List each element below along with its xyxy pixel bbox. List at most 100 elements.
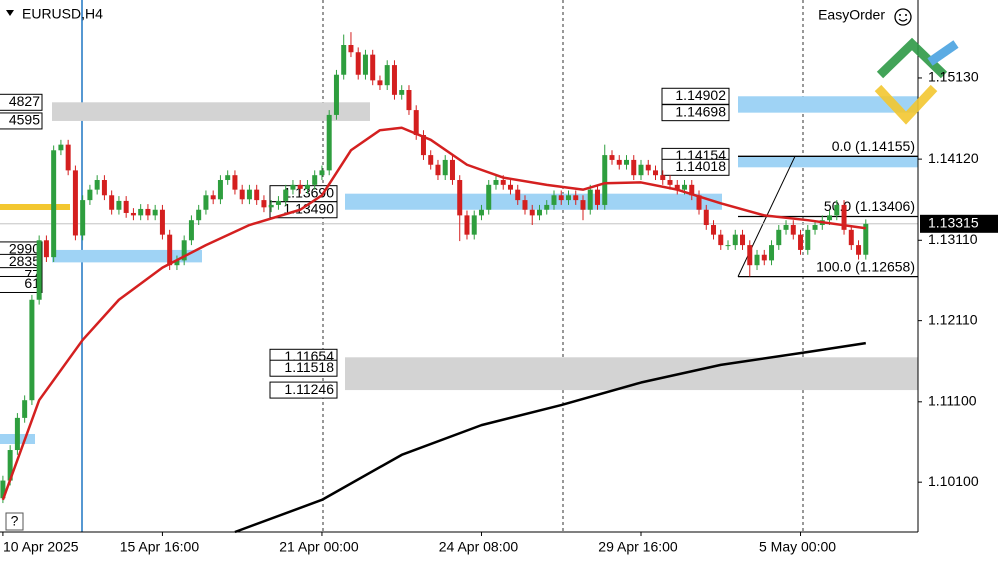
candle-body xyxy=(87,189,93,201)
symbol-label: EURUSD,H4 xyxy=(22,6,103,22)
candle-body xyxy=(624,159,630,165)
candle-body xyxy=(80,200,86,236)
zone-label: 1.14018 xyxy=(675,158,726,174)
moving-average xyxy=(1,126,866,501)
current-price-tag xyxy=(920,214,998,233)
candle-body xyxy=(203,195,209,210)
candle-body xyxy=(145,208,151,216)
candle-body xyxy=(348,45,354,53)
y-tick-label: 1.13110 xyxy=(928,231,978,247)
candle-body xyxy=(152,209,158,216)
help-button[interactable] xyxy=(5,512,24,531)
zone-label-box xyxy=(0,93,43,111)
candle-body xyxy=(493,180,499,185)
candle-body xyxy=(805,229,811,250)
candle-body xyxy=(747,245,753,266)
y-tick-label: 1.11100 xyxy=(928,393,977,409)
candle-body xyxy=(362,54,368,75)
zone-label: 4595 xyxy=(9,112,40,128)
x-tick-label: 15 Apr 16:00 xyxy=(120,539,200,555)
zone-label-box xyxy=(269,381,338,399)
candle-body xyxy=(101,180,107,196)
candle-body xyxy=(529,209,535,216)
fib-label: 100.0 (1.12658) xyxy=(816,258,915,274)
candle-body xyxy=(667,180,673,185)
help-label[interactable]: ? xyxy=(11,513,19,529)
candle-body xyxy=(711,225,717,235)
candle-body xyxy=(254,189,260,201)
candle-body xyxy=(283,189,289,201)
candle-body xyxy=(500,180,506,185)
easyorder-label[interactable]: EasyOrder xyxy=(818,7,885,23)
candle-body xyxy=(674,184,680,190)
zone xyxy=(345,193,722,210)
candle-body xyxy=(435,164,441,176)
candle-body xyxy=(827,215,833,221)
zone-label: 1.11246 xyxy=(284,381,334,397)
candle-body xyxy=(863,223,869,255)
candle-body xyxy=(449,159,455,181)
candle-body xyxy=(616,159,622,165)
candle-body xyxy=(834,204,840,216)
candle-body xyxy=(536,209,542,216)
zone xyxy=(52,249,202,263)
candle-body xyxy=(384,65,390,86)
candle-body xyxy=(740,234,746,246)
candle-body xyxy=(761,254,767,261)
candle-body xyxy=(594,189,600,205)
candle-body xyxy=(181,240,187,261)
candle-body xyxy=(225,175,231,181)
menu-arrow[interactable] xyxy=(6,10,14,16)
candle-body xyxy=(689,184,695,196)
candle-body xyxy=(486,184,492,210)
candle-body xyxy=(326,114,332,171)
candle-body xyxy=(609,155,615,160)
candle-body xyxy=(442,159,448,176)
candle-body xyxy=(428,155,434,165)
candle-body xyxy=(159,209,165,235)
candle-body xyxy=(703,209,709,226)
zone-label: 1.13490 xyxy=(283,200,334,216)
candle-body xyxy=(210,195,216,200)
candle-body xyxy=(464,215,470,235)
candle-body xyxy=(14,417,20,451)
candle-body xyxy=(573,195,579,201)
candle-body xyxy=(399,90,405,95)
candle-body xyxy=(856,245,862,255)
moving-average xyxy=(234,341,866,534)
fib-label: 50.0 (1.13406) xyxy=(824,198,915,214)
zone-label-box xyxy=(661,104,730,122)
candle-body xyxy=(370,54,376,81)
candle-body xyxy=(43,240,49,258)
candle-body xyxy=(790,225,796,235)
smiley[interactable] xyxy=(894,8,912,26)
fib-label: 0.0 (1.14155) xyxy=(832,138,915,154)
x-tick-label: 29 Apr 16:00 xyxy=(598,539,678,555)
y-tick-label: 1.15130 xyxy=(928,69,979,85)
candle-body xyxy=(551,195,557,205)
candle-body xyxy=(457,180,463,216)
candle-body xyxy=(660,175,666,181)
candle-body xyxy=(696,195,702,210)
zone-label: 4827 xyxy=(9,93,40,109)
candle-body xyxy=(268,204,274,208)
candle-body xyxy=(507,184,513,190)
y-tick-label: 1.14120 xyxy=(928,150,979,166)
zone-label: 1.14902 xyxy=(675,87,726,103)
candle-body xyxy=(391,65,397,95)
candle-body xyxy=(22,400,28,418)
zone-label: 61 xyxy=(24,275,40,291)
candle-body xyxy=(36,240,42,300)
plot-area: 482745951.149021.146981.141541.140181.13… xyxy=(0,0,918,534)
candle-body xyxy=(812,225,818,230)
candle-body xyxy=(544,204,550,210)
candle-body xyxy=(565,195,571,201)
candle-body xyxy=(718,234,724,246)
candle-body xyxy=(72,170,78,236)
candle-body xyxy=(304,184,310,189)
candle-body xyxy=(587,189,593,210)
candle-body xyxy=(65,144,71,171)
zone-label-box xyxy=(0,112,43,130)
x-tick-label: 24 Apr 08:00 xyxy=(439,539,519,555)
